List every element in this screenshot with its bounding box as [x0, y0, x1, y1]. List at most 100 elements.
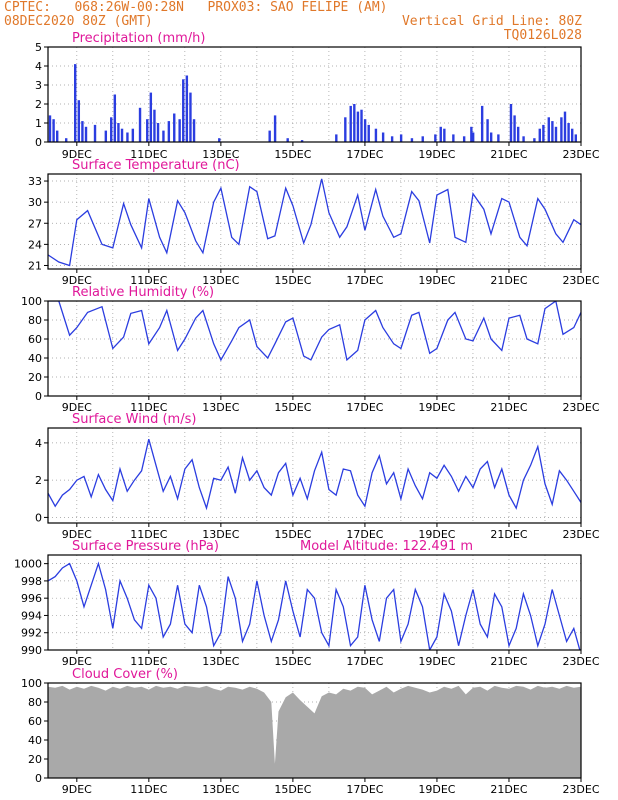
y-tick-label: 990: [21, 644, 42, 657]
x-tick-label: 11DEC: [130, 401, 167, 414]
y-tick-label: 40: [28, 734, 42, 747]
precipitation-bar: [360, 109, 363, 142]
header-location: CPTEC: 068:26W-00:28N PROX03: SAO FELIPE…: [4, 0, 388, 15]
precipitation-bar: [286, 138, 289, 142]
panel-title: Surface Temperature (nC): [72, 158, 240, 173]
precipitation-bar: [443, 128, 446, 142]
precipitation-bar: [104, 130, 108, 142]
y-tick-label: 1000: [14, 558, 42, 571]
y-tick-label: 80: [28, 314, 42, 327]
precipitation-bar: [153, 109, 156, 142]
precipitation-bar: [182, 79, 185, 142]
panel-title: Precipitation (mm/h): [72, 31, 205, 46]
precipitation-bar: [374, 128, 378, 142]
panel-frame: [47, 682, 582, 779]
x-tick-label: 17DEC: [346, 148, 383, 161]
y-tick-label: 4: [35, 437, 42, 450]
x-tick-label: 15DEC: [274, 655, 311, 668]
precipitation-bar: [126, 132, 129, 142]
x-tick-label: 21DEC: [490, 783, 527, 796]
x-tick-label: 15DEC: [274, 148, 311, 161]
precipitation-bar: [77, 100, 81, 142]
precipitation-bar: [65, 138, 68, 142]
precipitation-bar: [399, 134, 403, 142]
precipitation-bar: [173, 113, 176, 142]
y-tick-label: 998: [21, 575, 42, 588]
x-tick-label: 13DEC: [202, 655, 239, 668]
y-tick-label: 996: [21, 592, 42, 605]
precipitation-bar: [81, 121, 84, 142]
x-tick-label: 21DEC: [490, 148, 527, 161]
precipitation-bar: [434, 134, 437, 142]
precipitation-bar: [117, 123, 120, 142]
precipitation-bar: [538, 128, 541, 142]
y-tick-label: 20: [28, 753, 42, 766]
x-tick-label: 13DEC: [202, 783, 239, 796]
y-tick-label: 100: [21, 295, 42, 308]
series-line: [48, 178, 581, 267]
y-tick-label: 40: [28, 352, 42, 365]
x-tick-label: 9DEC: [62, 783, 92, 796]
y-tick-label: 27: [28, 217, 42, 230]
precipitation-bar: [138, 107, 142, 142]
y-tick-label: 0: [35, 390, 42, 403]
precipitation-bar: [84, 126, 88, 142]
precipitation-bar: [570, 128, 574, 142]
x-tick-label: 17DEC: [346, 783, 383, 796]
precipitation-bar: [189, 92, 192, 142]
precipitation-bar: [356, 111, 360, 142]
x-tick-label: 17DEC: [346, 528, 383, 541]
precipitation-bar: [149, 92, 153, 142]
y-tick-label: 60: [28, 333, 42, 346]
x-tick-label: 23DEC: [562, 401, 599, 414]
x-tick-label: 19DEC: [418, 148, 455, 161]
x-tick-label: 23DEC: [562, 148, 599, 161]
y-tick-label: 20: [28, 371, 42, 384]
precipitation-bar: [146, 119, 149, 142]
y-tick-label: 21: [28, 259, 42, 272]
panel-frame: [47, 427, 582, 524]
precipitation-bar: [497, 134, 500, 142]
precipitation-bar: [93, 124, 97, 142]
y-tick-label: 0: [35, 511, 42, 524]
x-tick-label: 17DEC: [346, 655, 383, 668]
precipitation-bar: [52, 119, 55, 142]
x-tick-label: 9DEC: [62, 401, 92, 414]
precipitation-bar: [513, 115, 516, 142]
precipitation-bar: [167, 121, 171, 142]
precipitation-bar: [547, 117, 550, 142]
x-tick-label: 11DEC: [130, 274, 167, 287]
precipitation-bar: [335, 134, 338, 142]
y-tick-label: 992: [21, 627, 42, 640]
x-tick-label: 19DEC: [418, 401, 455, 414]
precipitation-bar: [462, 136, 466, 142]
precipitation-bar: [344, 117, 347, 142]
precipitation-bar: [178, 119, 181, 142]
precipitation-bar: [554, 126, 558, 142]
precipitation-bar: [480, 105, 484, 142]
precipitation-bar: [131, 128, 135, 142]
precipitation-bar: [192, 119, 196, 142]
header-model-code: TQ0126L028: [503, 28, 582, 43]
x-tick-label: 15DEC: [274, 274, 311, 287]
y-tick-label: 60: [28, 715, 42, 728]
y-tick-label: 0: [35, 136, 42, 149]
x-tick-label: 19DEC: [418, 655, 455, 668]
series-line: [48, 301, 581, 362]
precipitation-bar: [353, 104, 356, 142]
precipitation-bar: [486, 119, 489, 142]
precipitation-bar: [113, 94, 117, 142]
precipitation-bar: [410, 138, 414, 142]
y-tick-label: 3: [35, 79, 42, 92]
precipitation-bar: [563, 111, 567, 142]
y-tick-label: 24: [28, 238, 42, 251]
x-tick-label: 21DEC: [490, 274, 527, 287]
cloud-cover-area: [48, 685, 581, 778]
panel-title: Surface Pressure (hPa): [72, 539, 219, 554]
x-tick-label: 23DEC: [562, 655, 599, 668]
panel-title: Relative Humidity (%): [72, 285, 214, 300]
x-tick-label: 15DEC: [274, 401, 311, 414]
panel-frame: [47, 46, 582, 143]
precipitation-bar: [542, 124, 545, 142]
precipitation-bar: [273, 115, 277, 142]
